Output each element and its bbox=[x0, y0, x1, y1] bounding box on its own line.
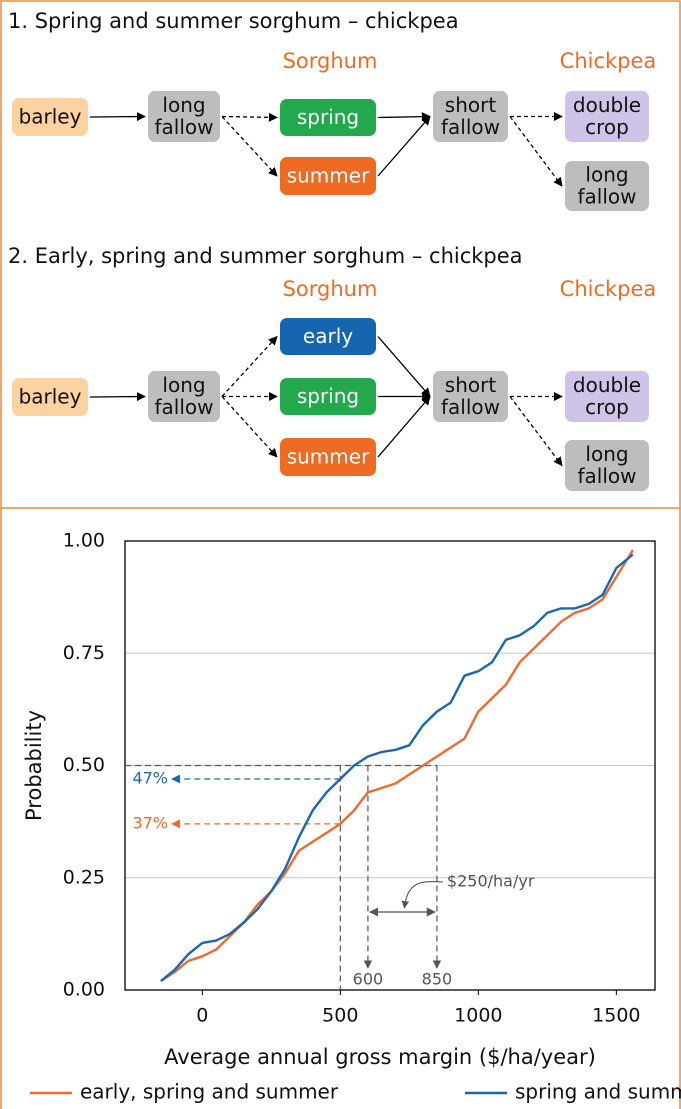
node-label: summer bbox=[287, 445, 370, 469]
node-label: summer bbox=[287, 164, 370, 188]
node-label: fallow bbox=[154, 395, 213, 419]
node-label: spring bbox=[297, 105, 359, 129]
arrow bbox=[221, 112, 278, 122]
arrow bbox=[509, 116, 563, 187]
y-tick-label: 0.00 bbox=[63, 979, 105, 1001]
series-line bbox=[160, 553, 634, 982]
column-header: Chickpea bbox=[560, 49, 657, 73]
x-tick-label: 0 bbox=[196, 1005, 208, 1027]
x-tick-label: 1500 bbox=[592, 1005, 640, 1027]
node-label: fallow bbox=[441, 115, 500, 139]
node-label: fallow bbox=[154, 115, 213, 139]
diagram-title: 1. Spring and summer sorghum – chickpea bbox=[8, 9, 459, 33]
node bbox=[565, 91, 649, 142]
arrow bbox=[377, 336, 431, 398]
arrow bbox=[89, 392, 146, 402]
arrow bbox=[509, 396, 563, 467]
callout bbox=[401, 881, 443, 909]
node-label: spring bbox=[297, 384, 359, 408]
node bbox=[12, 98, 88, 136]
y-axis-label: Probability bbox=[22, 710, 46, 821]
arrow bbox=[221, 116, 278, 177]
column-header: Sorghum bbox=[283, 277, 378, 301]
node-label: barley bbox=[19, 105, 82, 129]
legend-label: early, spring and summer bbox=[80, 1080, 339, 1104]
x-tick-label: 1000 bbox=[454, 1005, 502, 1027]
x-axis-label: Average annual gross margin ($/ha/year) bbox=[164, 1045, 596, 1069]
arrow bbox=[221, 335, 278, 397]
node bbox=[280, 318, 376, 355]
node-label: early bbox=[303, 324, 353, 348]
node-label: double bbox=[573, 373, 641, 397]
node bbox=[12, 378, 88, 416]
read-off-label: 47% bbox=[132, 768, 168, 787]
arrow bbox=[377, 115, 431, 177]
node-label: long bbox=[162, 93, 205, 117]
read-off-label: 37% bbox=[132, 813, 168, 832]
node bbox=[565, 161, 649, 211]
marker-label: 600 bbox=[353, 970, 384, 989]
node bbox=[280, 438, 376, 476]
x-tick-label: 500 bbox=[322, 1005, 358, 1027]
node-label: short bbox=[445, 93, 497, 117]
y-tick-label: 0.25 bbox=[63, 866, 105, 888]
y-tick-label: 1.00 bbox=[63, 530, 105, 552]
node-label: crop bbox=[585, 395, 629, 419]
node bbox=[565, 371, 649, 422]
node-label: fallow bbox=[577, 464, 636, 488]
node-label: fallow bbox=[577, 185, 636, 209]
difference-label: $250/ha/yr bbox=[447, 872, 535, 891]
node-label: long bbox=[162, 373, 205, 397]
arrow bbox=[89, 112, 146, 122]
y-tick-label: 0.75 bbox=[63, 642, 105, 664]
node-label: crop bbox=[585, 115, 629, 139]
node bbox=[280, 157, 376, 195]
node-label: double bbox=[573, 93, 641, 117]
arrow bbox=[221, 396, 278, 458]
diagram-title: 2. Early, spring and summer sorghum – ch… bbox=[8, 244, 523, 268]
node bbox=[433, 91, 508, 142]
arrow bbox=[377, 395, 431, 458]
node-label: fallow bbox=[441, 395, 500, 419]
node-label: short bbox=[445, 373, 497, 397]
column-header: Sorghum bbox=[283, 49, 378, 73]
marker-label: 850 bbox=[422, 970, 453, 989]
node bbox=[148, 371, 220, 422]
node bbox=[280, 378, 376, 415]
node-label: barley bbox=[19, 385, 82, 409]
legend-label: spring and summer bbox=[515, 1080, 681, 1104]
node bbox=[433, 371, 508, 422]
diagram-border bbox=[0, 0, 681, 509]
column-header: Chickpea bbox=[560, 277, 657, 301]
node-label: long bbox=[585, 442, 628, 466]
node-label: long bbox=[585, 163, 628, 187]
node bbox=[565, 440, 649, 491]
y-tick-label: 0.50 bbox=[63, 754, 105, 776]
arrow bbox=[377, 112, 431, 122]
node bbox=[148, 91, 220, 142]
node bbox=[280, 99, 376, 136]
